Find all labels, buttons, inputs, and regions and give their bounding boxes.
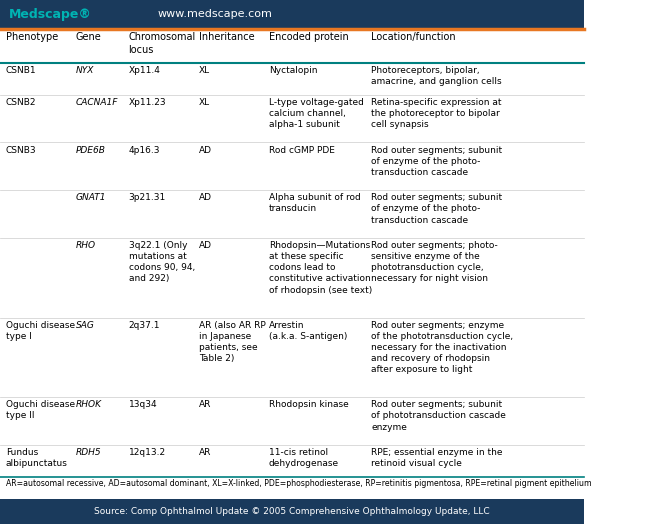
Text: Gene: Gene: [76, 32, 102, 42]
Text: PDE6B: PDE6B: [76, 146, 106, 155]
Text: AR: AR: [199, 400, 211, 409]
Text: 3q22.1 (Only
mutations at
codons 90, 94,
and 292): 3q22.1 (Only mutations at codons 90, 94,…: [128, 241, 195, 283]
Text: 4p16.3: 4p16.3: [128, 146, 160, 155]
Text: 3p21.31: 3p21.31: [128, 193, 166, 202]
Text: 11-cis retinol
dehydrogenase: 11-cis retinol dehydrogenase: [269, 448, 339, 468]
Text: Encoded protein: Encoded protein: [269, 32, 348, 42]
Text: Medscape®: Medscape®: [9, 8, 91, 21]
Text: 2q37.1: 2q37.1: [128, 321, 160, 330]
Text: Alpha subunit of rod
transducin: Alpha subunit of rod transducin: [269, 193, 361, 213]
Text: AD: AD: [199, 193, 212, 202]
Text: Rod outer segments; photo-
sensitive enzyme of the
phototransduction cycle,
nece: Rod outer segments; photo- sensitive enz…: [371, 241, 498, 283]
Text: Xp11.23: Xp11.23: [128, 98, 166, 107]
Text: Source: Comp Ophthalmol Update © 2005 Comprehensive Ophthalmology Update, LLC: Source: Comp Ophthalmol Update © 2005 Co…: [94, 507, 490, 516]
Text: AR: AR: [199, 448, 211, 457]
Text: XL: XL: [199, 66, 210, 75]
Text: Nyctalopin: Nyctalopin: [269, 66, 317, 75]
Text: AR (also AR RP
in Japanese
patients, see
Table 2): AR (also AR RP in Japanese patients, see…: [199, 321, 265, 363]
Text: RDH5: RDH5: [76, 448, 101, 457]
Text: Photoreceptors, bipolar,
amacrine, and ganglion cells: Photoreceptors, bipolar, amacrine, and g…: [371, 66, 502, 86]
Text: RPE; essential enzyme in the
retinoid visual cycle: RPE; essential enzyme in the retinoid vi…: [371, 448, 502, 468]
Text: CSNB3: CSNB3: [6, 146, 36, 155]
Text: Rhodopsin kinase: Rhodopsin kinase: [269, 400, 348, 409]
Text: Rod outer segments; subunit
of enzyme of the photo-
transduction cascade: Rod outer segments; subunit of enzyme of…: [371, 193, 502, 225]
Text: CSNB1: CSNB1: [6, 66, 36, 75]
Text: NYX: NYX: [76, 66, 94, 75]
Text: 12q13.2: 12q13.2: [128, 448, 166, 457]
Text: Inheritance: Inheritance: [199, 32, 254, 42]
Text: L-type voltage-gated
calcium channel,
alpha-1 subunit: L-type voltage-gated calcium channel, al…: [269, 98, 363, 129]
Text: Oguchi disease
type II: Oguchi disease type II: [6, 400, 75, 420]
Text: XL: XL: [199, 98, 210, 107]
Text: Rod outer segments; enzyme
of the phototransduction cycle,
necessary for the ina: Rod outer segments; enzyme of the photot…: [371, 321, 513, 374]
Text: Rhodopsin—Mutations
at these specific
codons lead to
constitutive activation
of : Rhodopsin—Mutations at these specific co…: [269, 241, 372, 294]
Text: Retina-specific expression at
the photoreceptor to bipolar
cell synapsis: Retina-specific expression at the photor…: [371, 98, 502, 129]
Text: GNAT1: GNAT1: [76, 193, 107, 202]
Text: 13q34: 13q34: [128, 400, 157, 409]
Text: Rod outer segments; subunit
of enzyme of the photo-
transduction cascade: Rod outer segments; subunit of enzyme of…: [371, 146, 502, 177]
Text: AD: AD: [199, 146, 212, 155]
Text: RHOK: RHOK: [76, 400, 102, 409]
Text: Location/function: Location/function: [371, 32, 455, 42]
Text: Rod outer segments; subunit
of phototransduction cascade
enzyme: Rod outer segments; subunit of phototran…: [371, 400, 506, 432]
Text: AR=autosomal recessive, AD=autosomal dominant, XL=X-linked, PDE=phosphodiesteras: AR=autosomal recessive, AD=autosomal dom…: [6, 479, 591, 488]
Text: Chromosomal
locus: Chromosomal locus: [128, 32, 196, 55]
Text: www.medscape.com: www.medscape.com: [158, 9, 273, 19]
FancyBboxPatch shape: [0, 499, 585, 524]
Text: SAG: SAG: [76, 321, 95, 330]
Text: Fundus
albipunctatus: Fundus albipunctatus: [6, 448, 68, 468]
Text: Arrestin
(a.k.a. S-antigen): Arrestin (a.k.a. S-antigen): [269, 321, 347, 341]
FancyBboxPatch shape: [0, 0, 585, 29]
Text: CACNA1F: CACNA1F: [76, 98, 118, 107]
Text: Phenotype: Phenotype: [6, 32, 58, 42]
Text: AD: AD: [199, 241, 212, 250]
Text: Oguchi disease
type I: Oguchi disease type I: [6, 321, 75, 341]
Text: CSNB2: CSNB2: [6, 98, 36, 107]
Text: Rod cGMP PDE: Rod cGMP PDE: [269, 146, 335, 155]
Text: Xp11.4: Xp11.4: [128, 66, 160, 75]
Text: RHO: RHO: [76, 241, 96, 250]
